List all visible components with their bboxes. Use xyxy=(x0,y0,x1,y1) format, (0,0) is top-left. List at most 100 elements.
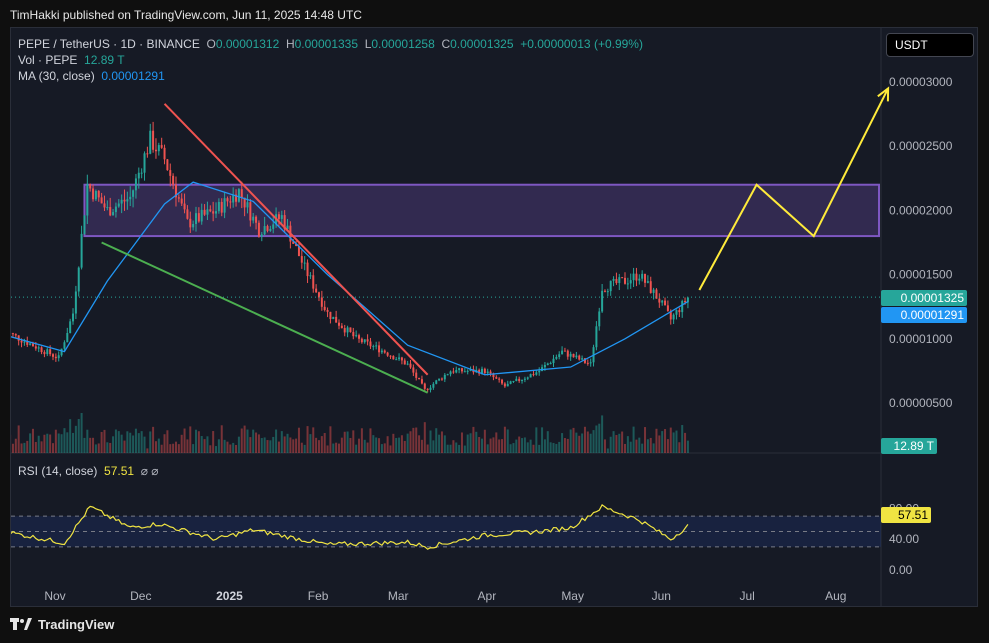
candle-body xyxy=(509,381,512,384)
volume-bar xyxy=(632,426,635,453)
volume-bar xyxy=(215,446,218,453)
legend-symbol[interactable]: PEPE / TetherUS · 1D · BINANCE xyxy=(18,37,200,51)
candle-body xyxy=(106,207,109,209)
volume-bar xyxy=(63,428,66,453)
volume-bar xyxy=(126,431,129,453)
volume-bar xyxy=(375,437,378,453)
candle-body xyxy=(420,379,423,384)
volume-bar xyxy=(438,434,441,453)
candle-body xyxy=(641,273,644,279)
candle-body xyxy=(669,310,672,320)
volume-bar xyxy=(106,442,109,453)
volume-bar xyxy=(546,431,549,453)
candle-body xyxy=(320,297,323,307)
volume-bar xyxy=(452,440,455,453)
candle-body xyxy=(346,327,349,333)
volume-bar xyxy=(469,433,472,453)
candle-body xyxy=(552,358,555,364)
volume-bar xyxy=(103,429,106,453)
candle-body xyxy=(180,198,183,204)
candle-body xyxy=(423,383,426,389)
candle-body xyxy=(200,209,203,222)
volume-bar xyxy=(661,431,664,453)
chart-canvas[interactable]: 0.00003000 0.00002500 0.00002000 0.00001500… xyxy=(11,28,978,607)
candle-body xyxy=(406,363,409,365)
x-tick-label: Apr xyxy=(478,589,497,603)
candle-body xyxy=(440,378,443,380)
volume-bar xyxy=(163,434,166,453)
candle-body xyxy=(684,301,687,303)
candle-body xyxy=(37,347,40,349)
candle-body xyxy=(632,273,635,281)
candle-body xyxy=(26,341,29,345)
volume-bar xyxy=(472,426,475,453)
volume-bar xyxy=(515,439,518,453)
y-tick-label: 0.00001500 xyxy=(889,268,953,282)
candle-body xyxy=(237,189,240,202)
volume-bar xyxy=(26,440,29,453)
candle-body xyxy=(97,190,100,198)
candle-body xyxy=(34,346,37,349)
legend-low: 0.00001258 xyxy=(371,37,435,51)
candle-body xyxy=(189,218,192,228)
rsi-settings-icons[interactable]: ⌀ ⌀ xyxy=(140,464,159,478)
candle-body xyxy=(523,378,526,380)
candle-body xyxy=(601,290,604,312)
volume-bar xyxy=(146,448,149,453)
candle-body xyxy=(323,306,326,310)
candle-body xyxy=(595,326,598,348)
volume-bar xyxy=(655,428,658,453)
candle-body xyxy=(163,147,166,160)
x-tick-label: Feb xyxy=(308,589,329,603)
candle-body xyxy=(575,355,578,358)
candle-body xyxy=(412,367,415,373)
projection-arrowhead xyxy=(877,86,890,102)
candle-body xyxy=(52,354,54,357)
candle-body xyxy=(300,256,303,263)
volume-bar xyxy=(246,429,249,453)
currency-button[interactable]: USDT xyxy=(886,33,974,57)
candle-body xyxy=(206,209,209,215)
candle-body xyxy=(74,291,77,314)
candle-body xyxy=(558,354,561,358)
volume-bar xyxy=(669,427,672,453)
candle-body xyxy=(366,339,369,342)
rsi-label[interactable]: RSI (14, close) xyxy=(18,464,98,478)
volume-bar xyxy=(72,432,75,453)
volume-bar xyxy=(320,436,323,453)
volume-bar xyxy=(346,431,349,453)
volume-bar xyxy=(114,429,117,453)
candle-body xyxy=(555,357,558,359)
volume-bar xyxy=(43,434,46,453)
volume-bar xyxy=(203,439,206,453)
volume-bar xyxy=(352,430,355,453)
candle-body xyxy=(217,201,220,212)
volume-bar xyxy=(355,444,358,453)
volume-bar xyxy=(77,419,80,453)
volume-bar xyxy=(618,433,621,453)
chart-frame[interactable]: 0.00003000 0.00002500 0.00002000 0.00001500… xyxy=(10,27,978,607)
volume-bar xyxy=(435,428,438,453)
volume-bar xyxy=(160,444,163,453)
candle-body xyxy=(186,209,189,219)
volume-bar xyxy=(561,433,564,453)
volume-bar xyxy=(249,437,252,453)
candle-body xyxy=(432,383,435,388)
volume-bar xyxy=(243,425,246,453)
volume-bar xyxy=(598,423,601,453)
volume-bar xyxy=(332,443,335,453)
candle-body xyxy=(395,359,398,361)
candle-body xyxy=(309,275,312,277)
volume-bar xyxy=(360,428,363,453)
legend-volume-label[interactable]: Vol · PEPE xyxy=(18,53,78,67)
x-tick-label: May xyxy=(561,589,584,603)
candle-body xyxy=(303,262,306,264)
candle-body xyxy=(197,213,200,222)
volume-bar xyxy=(589,433,592,453)
candle-body xyxy=(400,357,403,361)
candle-body xyxy=(429,387,432,390)
volume-bar xyxy=(366,442,369,453)
legend-ma-label[interactable]: MA (30, close) xyxy=(18,69,95,83)
volume-bar xyxy=(532,444,535,453)
candle-body xyxy=(369,341,372,347)
